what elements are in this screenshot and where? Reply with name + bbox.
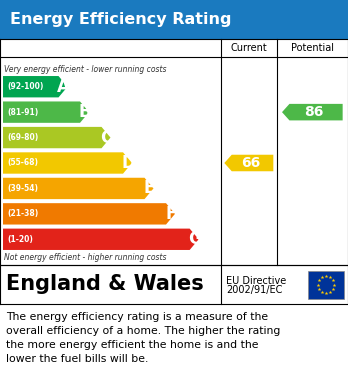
Polygon shape <box>3 203 175 224</box>
Text: 2002/91/EC: 2002/91/EC <box>226 285 282 296</box>
Text: (1-20): (1-20) <box>7 235 33 244</box>
Text: (21-38): (21-38) <box>7 209 38 218</box>
Polygon shape <box>3 127 111 148</box>
Bar <box>0 265 348 304</box>
Text: (55-68): (55-68) <box>7 158 38 167</box>
Text: E: E <box>144 179 155 197</box>
Polygon shape <box>3 229 199 250</box>
Polygon shape <box>3 101 89 123</box>
Text: C: C <box>100 129 112 147</box>
Text: 66: 66 <box>241 156 260 170</box>
Polygon shape <box>282 104 343 120</box>
Text: Very energy efficient - lower running costs: Very energy efficient - lower running co… <box>4 65 166 74</box>
Polygon shape <box>3 152 132 174</box>
Text: B: B <box>79 103 91 121</box>
Bar <box>0 0 348 39</box>
Polygon shape <box>3 178 153 199</box>
Text: The energy efficiency rating is a measure of the
overall efficiency of a home. T: The energy efficiency rating is a measur… <box>6 312 280 364</box>
Polygon shape <box>3 76 68 97</box>
Text: G: G <box>188 230 201 248</box>
Text: (81-91): (81-91) <box>7 108 38 117</box>
Text: F: F <box>165 205 177 223</box>
Text: (69-80): (69-80) <box>7 133 38 142</box>
Text: D: D <box>121 154 135 172</box>
Text: Energy Efficiency Rating: Energy Efficiency Rating <box>10 12 232 27</box>
Text: England & Wales: England & Wales <box>6 274 204 294</box>
Text: Potential: Potential <box>291 43 334 53</box>
Bar <box>308 271 344 298</box>
Text: Current: Current <box>230 43 267 53</box>
Text: Not energy efficient - higher running costs: Not energy efficient - higher running co… <box>4 253 166 262</box>
Polygon shape <box>224 155 273 171</box>
Text: 86: 86 <box>304 105 324 119</box>
Text: (39-54): (39-54) <box>7 184 38 193</box>
Text: EU Directive: EU Directive <box>226 276 286 285</box>
Text: A: A <box>57 78 70 96</box>
Text: (92-100): (92-100) <box>7 82 44 91</box>
